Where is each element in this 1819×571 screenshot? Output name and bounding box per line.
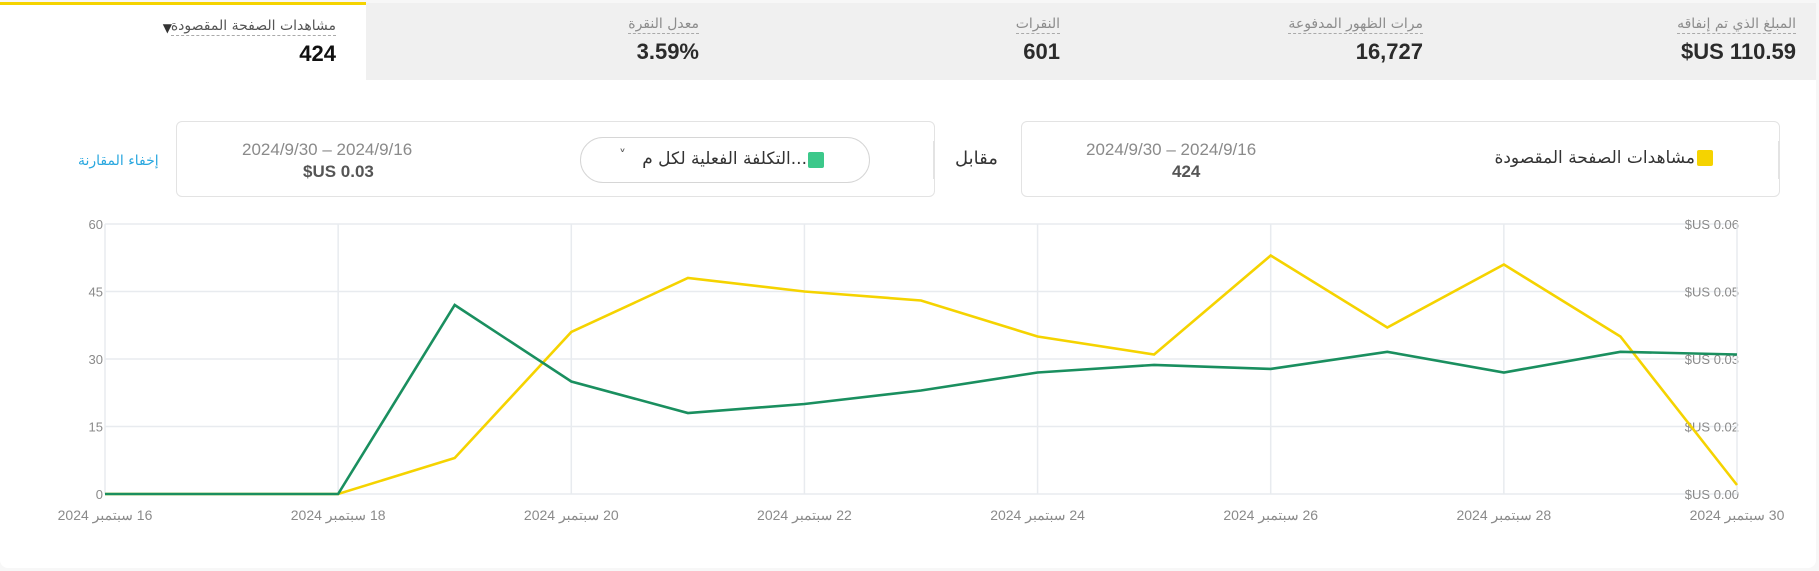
- yellow-swatch-icon: [1697, 150, 1713, 166]
- metrics-bar: المبلغ الذي تم إنفاقه $US 110.59 مرات ال…: [0, 2, 1816, 80]
- y-left-tick: 0: [96, 487, 103, 502]
- metric-label[interactable]: المبلغ الذي تم إنفاقه: [1677, 16, 1796, 34]
- metric-clicks[interactable]: النقرات 601: [940, 3, 1060, 80]
- metric-value: 601: [1023, 39, 1060, 64]
- secondary-value: $US 0.03: [303, 162, 374, 181]
- secondary-metric-box: التكلفة الفعلية لكل م... ˅ 2024/9/30 – 2…: [176, 121, 935, 197]
- metric-paid-impressions[interactable]: مرات الظهور المدفوعة 16,727: [1223, 3, 1423, 80]
- metric-selector-dropdown[interactable]: التكلفة الفعلية لكل م... ˅: [580, 137, 870, 183]
- secondary-date-range: 2024/9/30 – 2024/9/16: [242, 140, 413, 159]
- y-left-tick: 15: [89, 420, 103, 435]
- versus-label: مقابل: [955, 148, 998, 169]
- metric-value: 424: [299, 41, 336, 66]
- primary-metric-name: مشاهدات الصفحة المقصودة: [1494, 148, 1695, 168]
- divider: [1778, 141, 1780, 179]
- y-left-tick: 60: [89, 217, 103, 232]
- metric-ctr[interactable]: معدل النقرة 3.59%: [579, 3, 699, 80]
- y-right-tick: $US 0.00: [1685, 487, 1739, 502]
- metric-landing-page-views[interactable]: ▼ مشاهدات الصفحة المقصودة 424: [0, 2, 366, 80]
- metric-label[interactable]: مشاهدات الصفحة المقصودة: [170, 18, 336, 36]
- x-tick: 16 سبتمبر 2024: [58, 507, 153, 524]
- y-right-tick: $US 0.06: [1685, 217, 1739, 232]
- primary-metric-box: مشاهدات الصفحة المقصودة 2024/9/30 – 2024…: [1021, 121, 1780, 197]
- green-swatch-icon: [808, 152, 824, 168]
- chevron-down-icon: ˅: [619, 148, 626, 164]
- x-tick: 30 سبتمبر 2024: [1690, 507, 1785, 524]
- hide-comparison-link[interactable]: إخفاء المقارنة: [78, 153, 159, 169]
- x-tick: 26 سبتمبر 2024: [1223, 507, 1318, 524]
- series-line: [105, 253, 1739, 496]
- y-right-tick: $US 0.03: [1685, 352, 1739, 367]
- y-right-tick: $US 0.05: [1685, 285, 1739, 300]
- metric-label[interactable]: معدل النقرة: [628, 16, 699, 34]
- y-left-tick: 45: [89, 285, 103, 300]
- metric-amount-spent[interactable]: المبلغ الذي تم إنفاقه $US 110.59: [1596, 3, 1796, 80]
- metric-label[interactable]: مرات الظهور المدفوعة: [1288, 16, 1423, 34]
- x-tick: 18 سبتمبر 2024: [291, 507, 386, 524]
- x-tick: 28 سبتمبر 2024: [1456, 507, 1551, 524]
- metric-value: 3.59%: [636, 39, 699, 64]
- secondary-metric-name: التكلفة الفعلية لكل م...: [642, 149, 807, 169]
- divider: [933, 141, 935, 179]
- caret-down-icon[interactable]: ▼: [162, 21, 172, 35]
- x-tick: 20 سبتمبر 2024: [524, 507, 619, 524]
- series-line: [105, 303, 1738, 496]
- metric-value: 16,727: [1355, 39, 1423, 64]
- y-right-tick: $US 0.02: [1685, 420, 1739, 435]
- y-left-tick: 30: [89, 352, 103, 367]
- metric-label[interactable]: النقرات: [1015, 16, 1060, 34]
- metric-value: $US 110.59: [1681, 39, 1796, 64]
- primary-value: 424: [1172, 162, 1201, 181]
- x-tick: 22 سبتمبر 2024: [757, 507, 852, 524]
- primary-date-range: 2024/9/30 – 2024/9/16: [1086, 140, 1257, 159]
- x-tick: 24 سبتمبر 2024: [990, 507, 1085, 524]
